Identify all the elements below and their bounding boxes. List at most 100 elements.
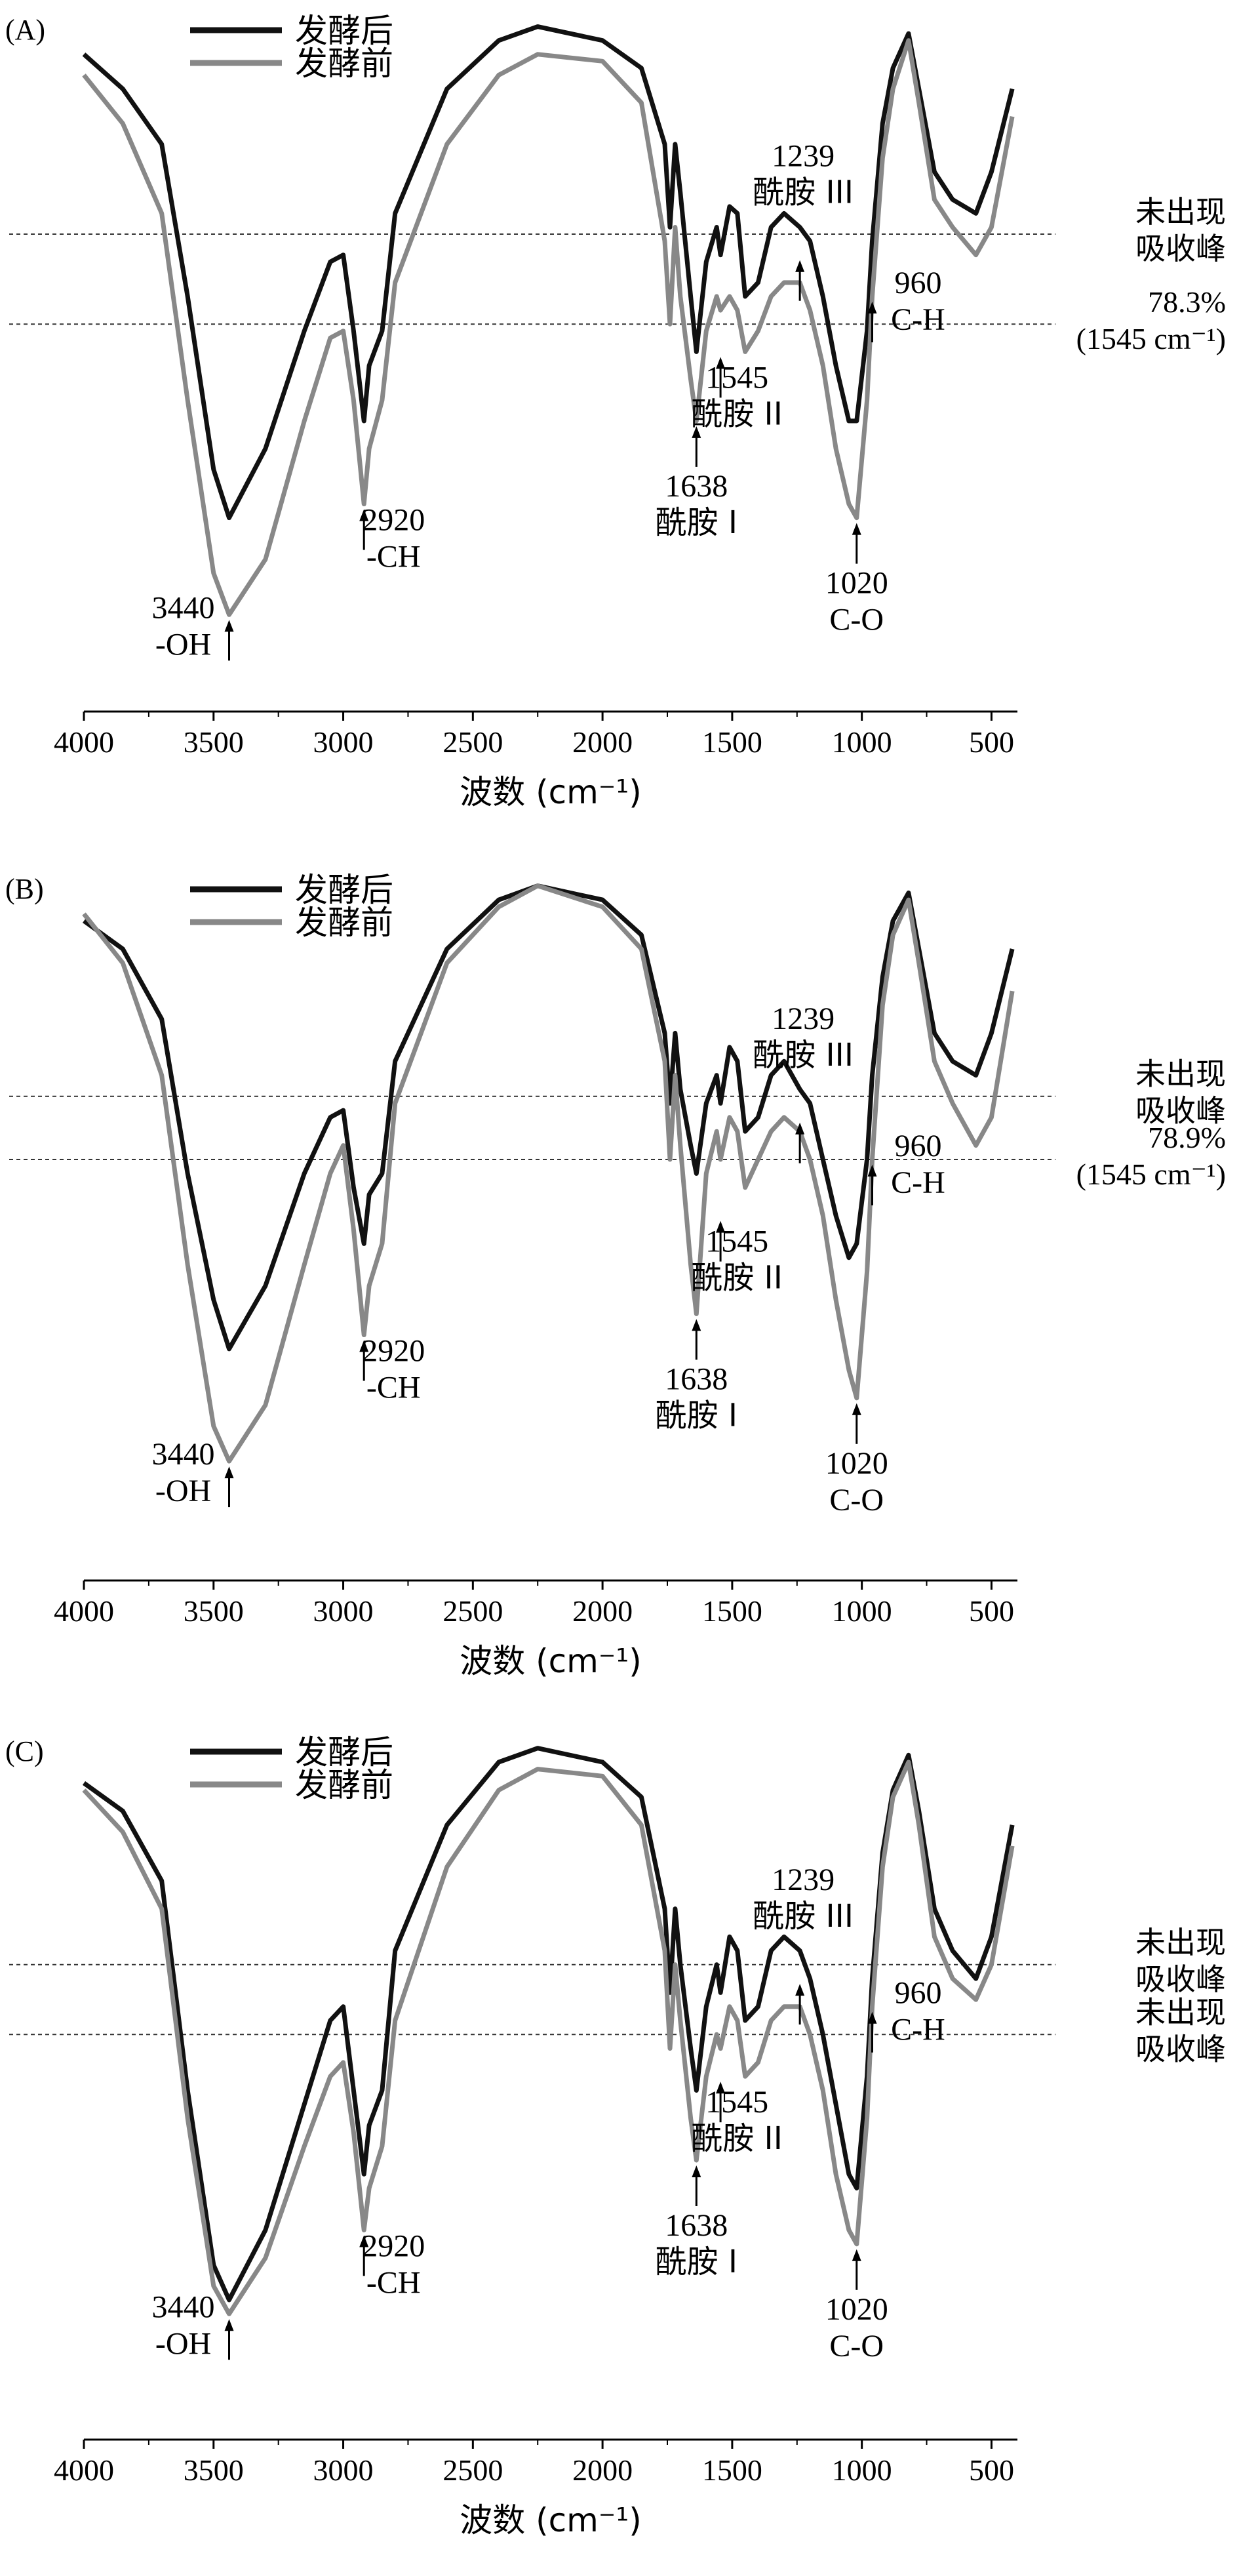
annotation-label: -CH xyxy=(366,1371,421,1405)
x-tick-label: 2500 xyxy=(442,1594,503,1628)
annotation-label: 酰胺 III xyxy=(753,1037,854,1074)
reference-label: 未出现 xyxy=(1135,194,1226,230)
legend-entry: 发酵前 xyxy=(295,45,393,83)
x-tick-label: 2000 xyxy=(572,1594,633,1628)
panel-label: (B) xyxy=(5,873,44,905)
x-tick-label: 3500 xyxy=(184,1594,244,1628)
annotation-label: 酰胺 II xyxy=(691,2120,783,2157)
annotation-arrowhead xyxy=(224,620,234,632)
annotation-label: 酰胺 II xyxy=(691,1260,783,1297)
annotation-label: -CH xyxy=(366,540,421,574)
annotation-arrowhead xyxy=(359,509,369,521)
annotation-label: C-O xyxy=(829,603,884,637)
panel-label: (C) xyxy=(5,1735,44,1767)
spectrum-line-after xyxy=(82,24,1015,521)
annotation-label: 1020 xyxy=(825,566,888,601)
reference-label: 吸收峰 xyxy=(1135,1093,1226,1129)
annotation-arrowhead xyxy=(716,357,726,369)
annotation-arrowhead xyxy=(867,1165,877,1177)
annotation-label: 酰胺 III xyxy=(753,1898,854,1935)
annotation-label: 1638 xyxy=(665,1361,728,1396)
annotation-label: 1239 xyxy=(772,1862,835,1897)
annotation-arrowhead xyxy=(852,523,861,535)
annotation-label: C-H xyxy=(891,1165,945,1200)
annotation-label: C-H xyxy=(891,2013,945,2047)
annotation-label: 酰胺 I xyxy=(656,2244,738,2280)
annotation-label: 1239 xyxy=(772,139,835,174)
annotation-label: 960 xyxy=(894,1129,941,1163)
reference-label: 吸收峰 xyxy=(1135,2031,1226,2066)
annotation-label: 2920 xyxy=(362,2229,425,2264)
annotation-arrowhead xyxy=(795,260,805,272)
annotation-label: -OH xyxy=(155,2326,211,2361)
x-tick-label: 2500 xyxy=(442,725,503,759)
annotation-label: C-O xyxy=(829,1483,884,1518)
reference-label: 78.3% xyxy=(1148,285,1226,319)
legend-entry: 发酵后 xyxy=(295,12,393,50)
annotation-label: 2920 xyxy=(362,503,425,538)
x-tick-label: 3000 xyxy=(313,725,374,759)
annotation-label: 1020 xyxy=(825,1446,888,1481)
annotation-label: C-O xyxy=(829,2329,884,2364)
annotation-arrowhead xyxy=(224,2319,234,2331)
legend-entry: 发酵后 xyxy=(295,871,393,909)
annotation-arrowhead xyxy=(359,2235,369,2247)
annotation-arrowhead xyxy=(852,1403,861,1415)
annotation-arrowhead xyxy=(716,1220,726,1233)
annotation-arrowhead xyxy=(692,426,701,438)
annotation-label: -CH xyxy=(366,2266,421,2301)
annotation-label: 1239 xyxy=(772,1001,835,1036)
reference-label: 78.9% xyxy=(1148,1121,1226,1154)
annotation-label: 3440 xyxy=(152,1437,215,1472)
annotation-arrowhead xyxy=(359,1340,369,1352)
annotation-label: 960 xyxy=(894,1976,941,2011)
legend-entry: 发酵前 xyxy=(295,1766,393,1804)
panel-3: (C)未出现吸收峰未出现吸收峰发酵后发酵前3440-OH2920-CH1638酰… xyxy=(5,1733,1226,2539)
reference-label: 未出现 xyxy=(1135,1994,1226,2030)
annotation-label: 1545 xyxy=(705,1224,768,1259)
x-tick-label: 4000 xyxy=(54,1594,114,1628)
reference-label: 未出现 xyxy=(1135,1057,1226,1092)
annotation-arrowhead xyxy=(852,2249,861,2261)
annotation-label: 3440 xyxy=(152,2289,215,2324)
x-tick-label: 1500 xyxy=(702,2453,762,2487)
annotation-arrowhead xyxy=(795,1984,805,1996)
annotation-arrowhead xyxy=(224,1466,234,1479)
annotation-label: 1545 xyxy=(705,2085,768,2120)
annotation-label: 3440 xyxy=(152,590,215,625)
x-tick-label: 1500 xyxy=(702,725,762,759)
annotation-label: 960 xyxy=(894,266,941,300)
annotation-label: 1638 xyxy=(665,469,728,504)
x-tick-label: 500 xyxy=(969,725,1014,759)
annotation-label: 酰胺 II xyxy=(691,395,783,432)
annotation-label: 1638 xyxy=(665,2208,728,2243)
x-tick-label: 1000 xyxy=(832,725,892,759)
reference-label: 吸收峰 xyxy=(1135,1962,1226,1997)
reference-label: (1545 cm⁻¹) xyxy=(1076,1157,1226,1191)
annotation-arrowhead xyxy=(716,2082,726,2094)
x-tick-label: 3000 xyxy=(313,1594,374,1628)
x-tick-label: 4000 xyxy=(54,2453,114,2487)
annotation-arrowhead xyxy=(692,2165,701,2177)
x-tick-label: 3000 xyxy=(313,2453,374,2487)
legend-entry: 发酵后 xyxy=(295,1733,393,1771)
annotation-arrowhead xyxy=(867,302,877,313)
annotation-arrowhead xyxy=(795,1122,805,1135)
x-tick-label: 4000 xyxy=(54,725,114,759)
annotation-label: C-H xyxy=(891,302,945,337)
annotation-label: 酰胺 I xyxy=(656,1397,738,1434)
x-tick-label: 500 xyxy=(969,2453,1014,2487)
annotation-arrowhead xyxy=(692,1319,701,1331)
x-axis-title: 波数 (cm⁻¹) xyxy=(460,1642,642,1680)
x-axis-title: 波数 (cm⁻¹) xyxy=(460,2501,642,2539)
spectrum-line-before xyxy=(82,38,1015,617)
x-tick-label: 3500 xyxy=(184,2453,244,2487)
x-tick-label: 3500 xyxy=(184,725,244,759)
annotation-label: -OH xyxy=(155,627,211,662)
x-tick-label: 1000 xyxy=(832,1594,892,1628)
x-axis-title: 波数 (cm⁻¹) xyxy=(460,773,642,811)
spectrum-line-before xyxy=(82,883,1015,1464)
